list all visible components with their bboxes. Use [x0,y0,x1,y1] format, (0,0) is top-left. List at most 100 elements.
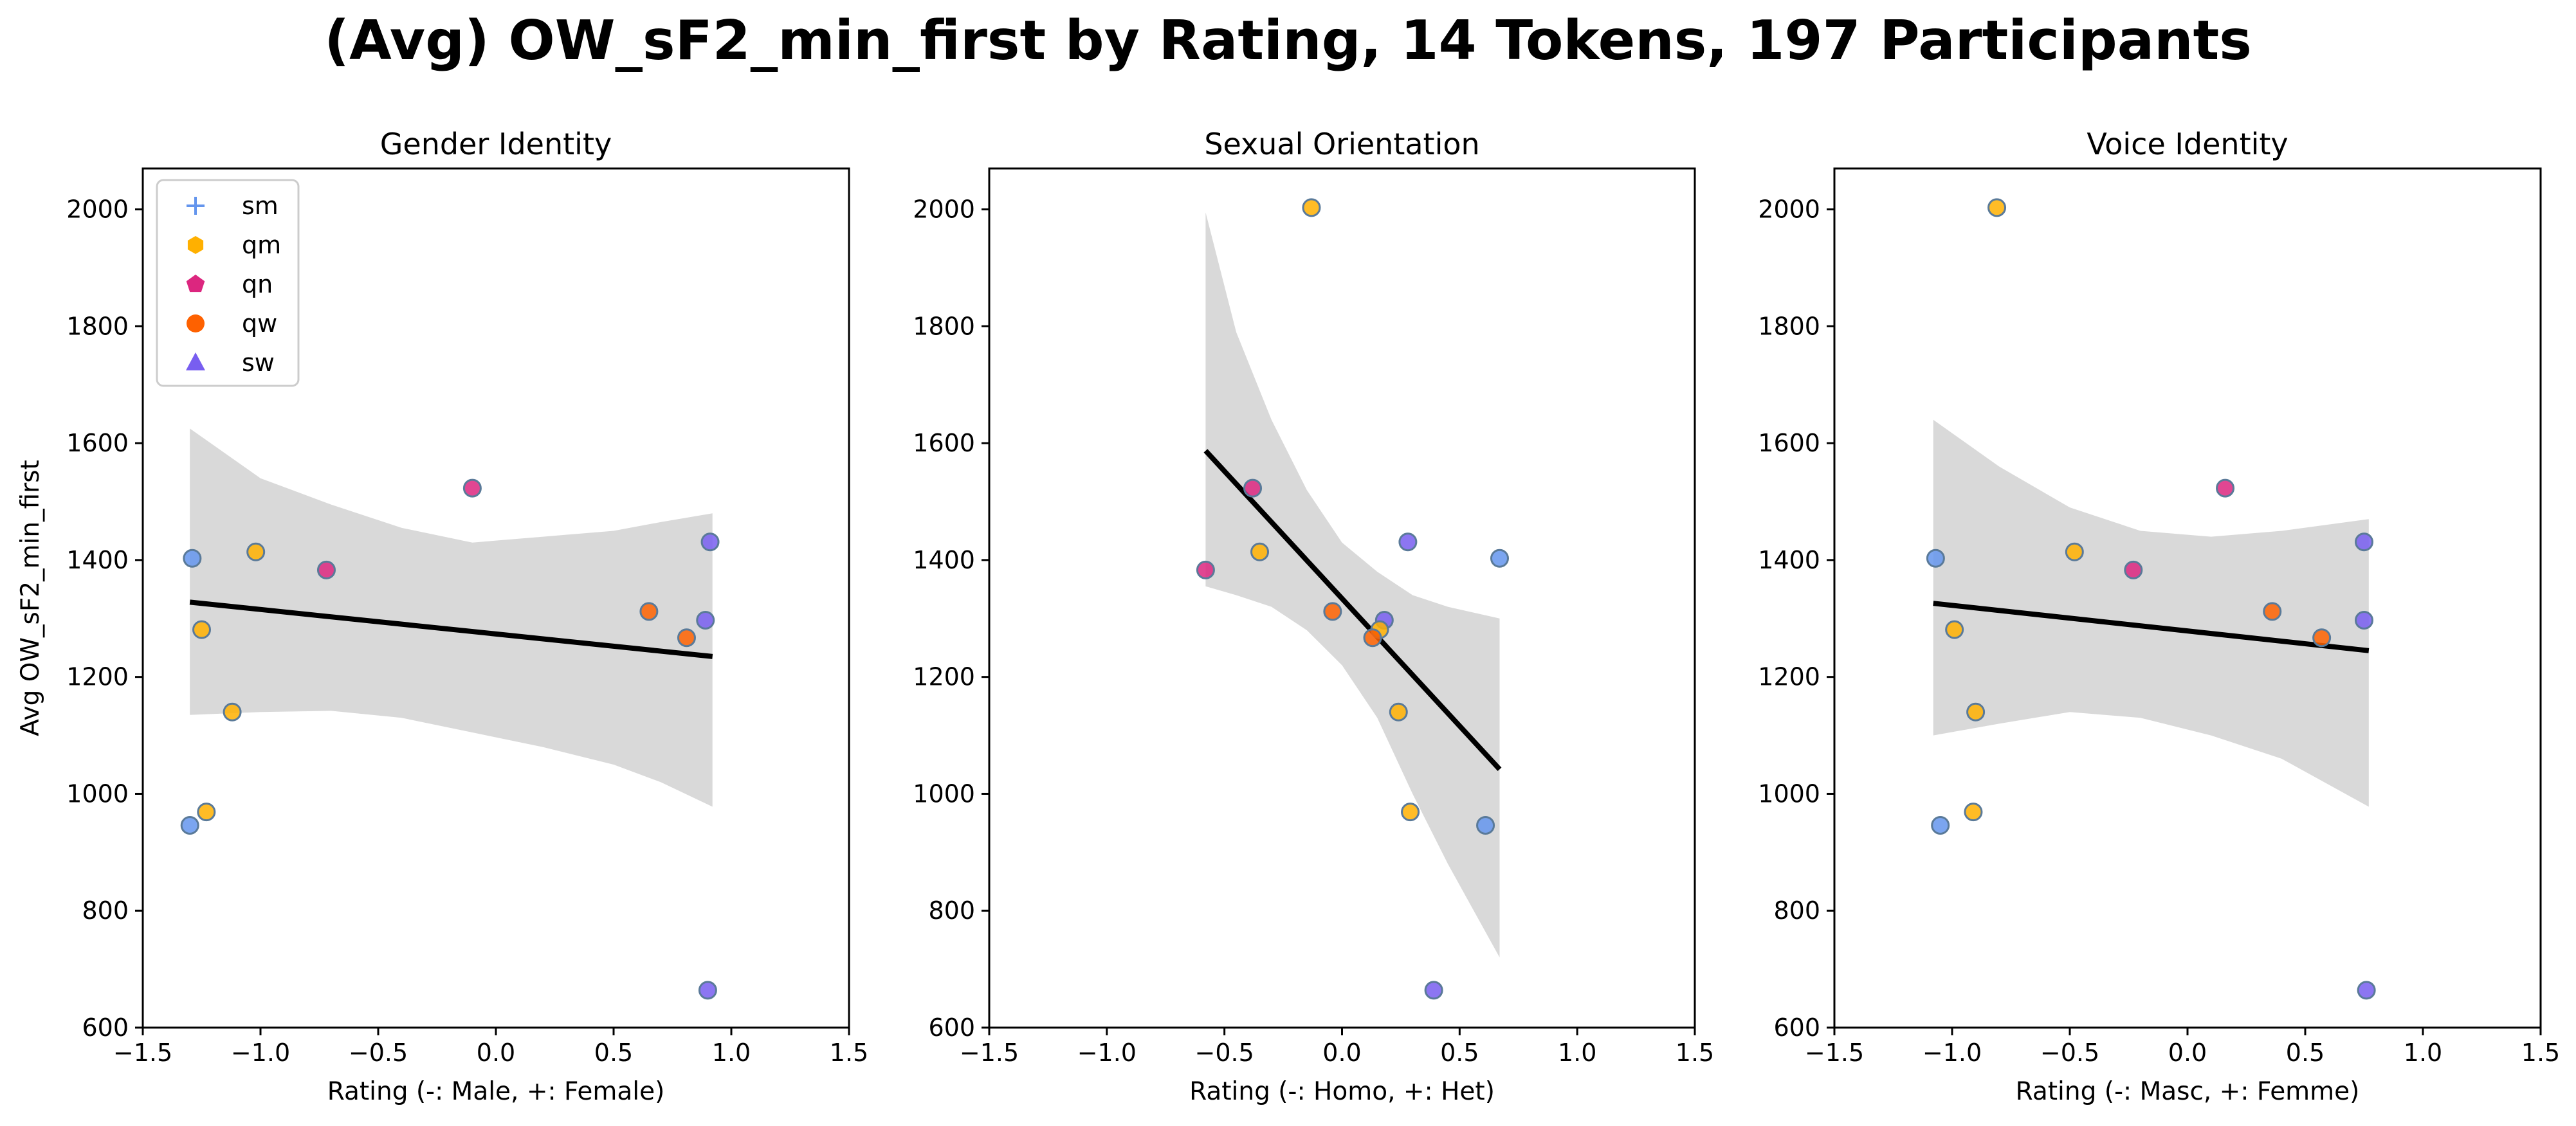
x-tick-label: 0.0 [2168,1039,2207,1067]
data-point-qm [1401,803,1420,822]
x-tick-label: −0.5 [2040,1039,2099,1067]
y-tick-label: 1800 [66,312,129,340]
y-tick-label: 1200 [1758,663,1820,691]
y-tick-label: 1600 [913,429,975,457]
y-tick-label: 1000 [1758,779,1820,808]
legend-label: sm [242,192,279,220]
data-point-qn [2124,560,2143,579]
y-tick-label: 1800 [913,312,975,340]
y-tick-label: 800 [928,896,975,925]
data-point-sw [1424,981,1443,1000]
data-point-qw [677,628,696,648]
data-point-sm [180,816,199,835]
hexagon-icon [187,236,204,254]
x-tick-label: −1.0 [1923,1039,1982,1067]
confidence-band [1933,419,2369,807]
triangle-icon [186,352,205,370]
x-tick-label: 1.5 [2521,1039,2560,1067]
regression-line [1933,601,2370,653]
panel-3: −1.5 −1.0 −0.5 0.0 0.5 1.0 1.5 600 800 1000 1200 14… [1758,127,2560,1106]
y-tick-label: 600 [1773,1013,1820,1042]
data-point-sm [1490,549,1509,568]
data-point-qn [462,478,482,498]
y-tick-label: 1200 [66,663,129,691]
data-point-qm [1250,542,1270,561]
y-tick-label: 1800 [1758,312,1820,340]
figure-title: (Avg) OW_sF2_min_first by Rating, 14 Tok… [324,9,2252,73]
data-point-sw [700,532,720,552]
y-tick-label: 800 [82,896,129,925]
legend-label: qw [242,309,277,338]
legend-frame [156,179,300,387]
legend-label: sw [242,349,275,377]
data-point-sw [2357,981,2376,1000]
panel-title: Voice Identity [2087,127,2288,161]
data-point-qw [1363,628,1382,648]
x-tick-label: 1.0 [2404,1039,2442,1067]
y-tick-label: 1400 [66,546,129,574]
x-tick-label: −1.0 [1077,1039,1137,1067]
x-tick-label: 0.5 [1440,1039,1479,1067]
y-tick-label: 600 [82,1013,129,1042]
pentagon-icon [186,275,205,293]
data-point-sw [696,611,715,630]
y-tick-label: 1000 [913,779,975,808]
confidence-band [1205,212,1500,958]
circle-icon [187,314,205,332]
y-tick-label: 1000 [66,779,129,808]
y-tick-label: 1600 [1758,429,1820,457]
data-point-sw [2355,532,2373,552]
regression-line [189,599,713,659]
data-point-qm [1389,702,1408,722]
y-tick-label: 2000 [913,195,975,224]
x-tick-label: 0.5 [594,1039,633,1067]
x-tick-label: −1.0 [231,1039,290,1067]
data-point-sm [1931,816,1950,835]
x-tick-label: 1.0 [712,1039,751,1067]
y-tick-label: 2000 [66,195,129,224]
y-tick-label: 800 [1773,896,1820,925]
panel-title: Sexual Orientation [1204,127,1479,161]
x-tick-label: 1.5 [830,1039,868,1067]
x-axis-label: Rating (-: Homo, +: Het) [1189,1077,1495,1106]
data-point-sm [1926,549,1945,568]
data-point-sm [1476,816,1495,835]
x-tick-label: 0.5 [2286,1039,2325,1067]
x-tick-label: −1.5 [113,1039,172,1067]
y-tick-label: 1400 [913,546,975,574]
y-tick-label: 1600 [66,429,129,457]
x-axis-label: Rating (-: Masc, +: Femme) [2016,1077,2360,1106]
y-tick-label: 1200 [913,663,975,691]
plus-icon [187,197,205,215]
data-point-qw [2263,602,2282,621]
data-point-qm [1302,198,1321,217]
confidence-band [190,428,713,807]
data-point-sw [698,981,717,1000]
data-point-qm [1966,702,1986,722]
regression-line [1203,449,1502,772]
panel-title: Gender Identity [380,127,612,161]
data-point-qn [2216,478,2235,498]
legend: sm qm qn qw sw [156,179,300,387]
data-point-qm [1987,198,2007,217]
data-point-qm [2065,542,2084,561]
y-tick-label: 1400 [1758,546,1820,574]
data-point-qm [223,702,242,722]
x-tick-label: 1.5 [1676,1039,1714,1067]
panel-1: −1.5 −1.0 −0.5 0.0 0.5 1.0 1.5 600 800 1000 1200 14… [16,127,868,1106]
panel-2: −1.5 −1.0 −0.5 0.0 0.5 1.0 1.5 600 800 1000 1200 14… [913,127,1714,1106]
data-point-qm [246,542,266,561]
data-point-qw [2312,628,2332,648]
x-tick-label: −1.5 [960,1039,1019,1067]
x-tick-label: −1.5 [1805,1039,1864,1067]
data-point-qn [1196,560,1215,579]
data-point-qw [1323,602,1342,621]
x-axis-label: Rating (-: Male, +: Female) [327,1077,665,1106]
data-point-qn [316,560,336,579]
data-point-qn [1243,478,1263,498]
data-point-sw [1398,532,1418,552]
x-tick-label: −0.5 [1195,1039,1254,1067]
x-tick-label: 1.0 [1558,1039,1596,1067]
data-point-sm [183,549,202,568]
